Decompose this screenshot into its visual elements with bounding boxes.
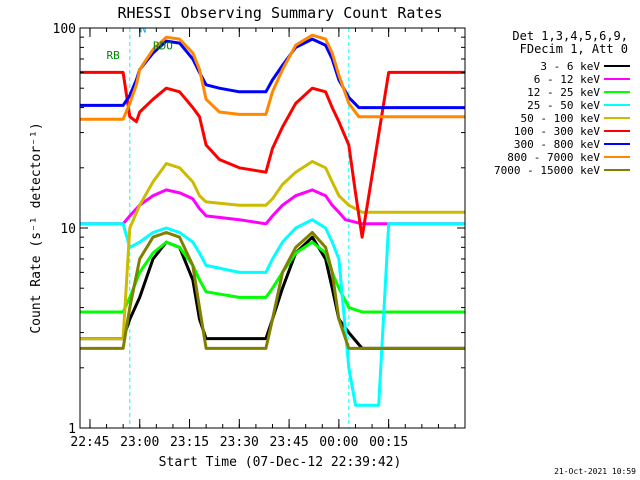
x-tick-label: 22:45 [70, 435, 109, 450]
y-tick-label: 1 [68, 422, 76, 437]
flag-label: N [140, 22, 147, 35]
series-line-9 [80, 231, 465, 350]
x-tick-label: 23:15 [170, 435, 209, 450]
y-axis-label: Count Rate (s⁻¹ detector⁻¹) [29, 122, 44, 333]
x-tick-label: 23:00 [120, 435, 159, 450]
legend-label: 50 - 100 keV [521, 112, 601, 125]
x-axis-ticks: 22:45 23:00 23:15 23:30 23:45 00:00 00:15 [70, 28, 456, 450]
x-tick-label: 00:00 [319, 435, 358, 450]
chart-title: RHESSI Observing Summary Count Rates [117, 4, 442, 22]
x-axis-label: Start Time (07-Dec-12 22:39:42) [159, 455, 402, 470]
flag-label: RB [107, 49, 121, 62]
y-tick-label: 100 [53, 22, 76, 37]
legend-label: 12 - 25 keV [527, 86, 600, 99]
legend-label: 6 - 12 keV [534, 73, 601, 86]
series-line-4 [80, 218, 465, 407]
legend-label: 300 - 800 keV [514, 138, 600, 151]
legend-header-line-2: FDecim 1, Att 0 [520, 42, 628, 56]
legend-label: 25 - 50 keV [527, 99, 600, 112]
y-tick-label: 10 [60, 222, 76, 237]
legend-label: 3 - 6 keV [540, 60, 600, 73]
legend-label: 800 - 7000 keV [507, 151, 600, 164]
footer-timestamp: 21-Oct-2021 10:59 [554, 467, 636, 476]
series-line-8 [80, 33, 465, 121]
y-axis-ticks: 1 10 100 [53, 22, 465, 437]
series-line-2 [80, 188, 465, 226]
legend-label: 100 - 300 keV [514, 125, 600, 138]
annotation-layer: N RDO RB [107, 22, 173, 62]
series-line-1 [80, 235, 465, 350]
plot-frame [79, 27, 466, 429]
legend-label: 7000 - 15000 keV [494, 164, 600, 177]
x-tick-label: 00:15 [369, 435, 408, 450]
flag-label: RDO [153, 40, 173, 53]
x-tick-label: 23:45 [270, 435, 309, 450]
series-layer [80, 33, 465, 407]
series-line-5 [80, 160, 465, 341]
legend-header-line-1: Det 1,3,4,5,6,9, [512, 29, 628, 43]
x-tick-label: 23:30 [220, 435, 259, 450]
series-line-6 [80, 70, 465, 239]
